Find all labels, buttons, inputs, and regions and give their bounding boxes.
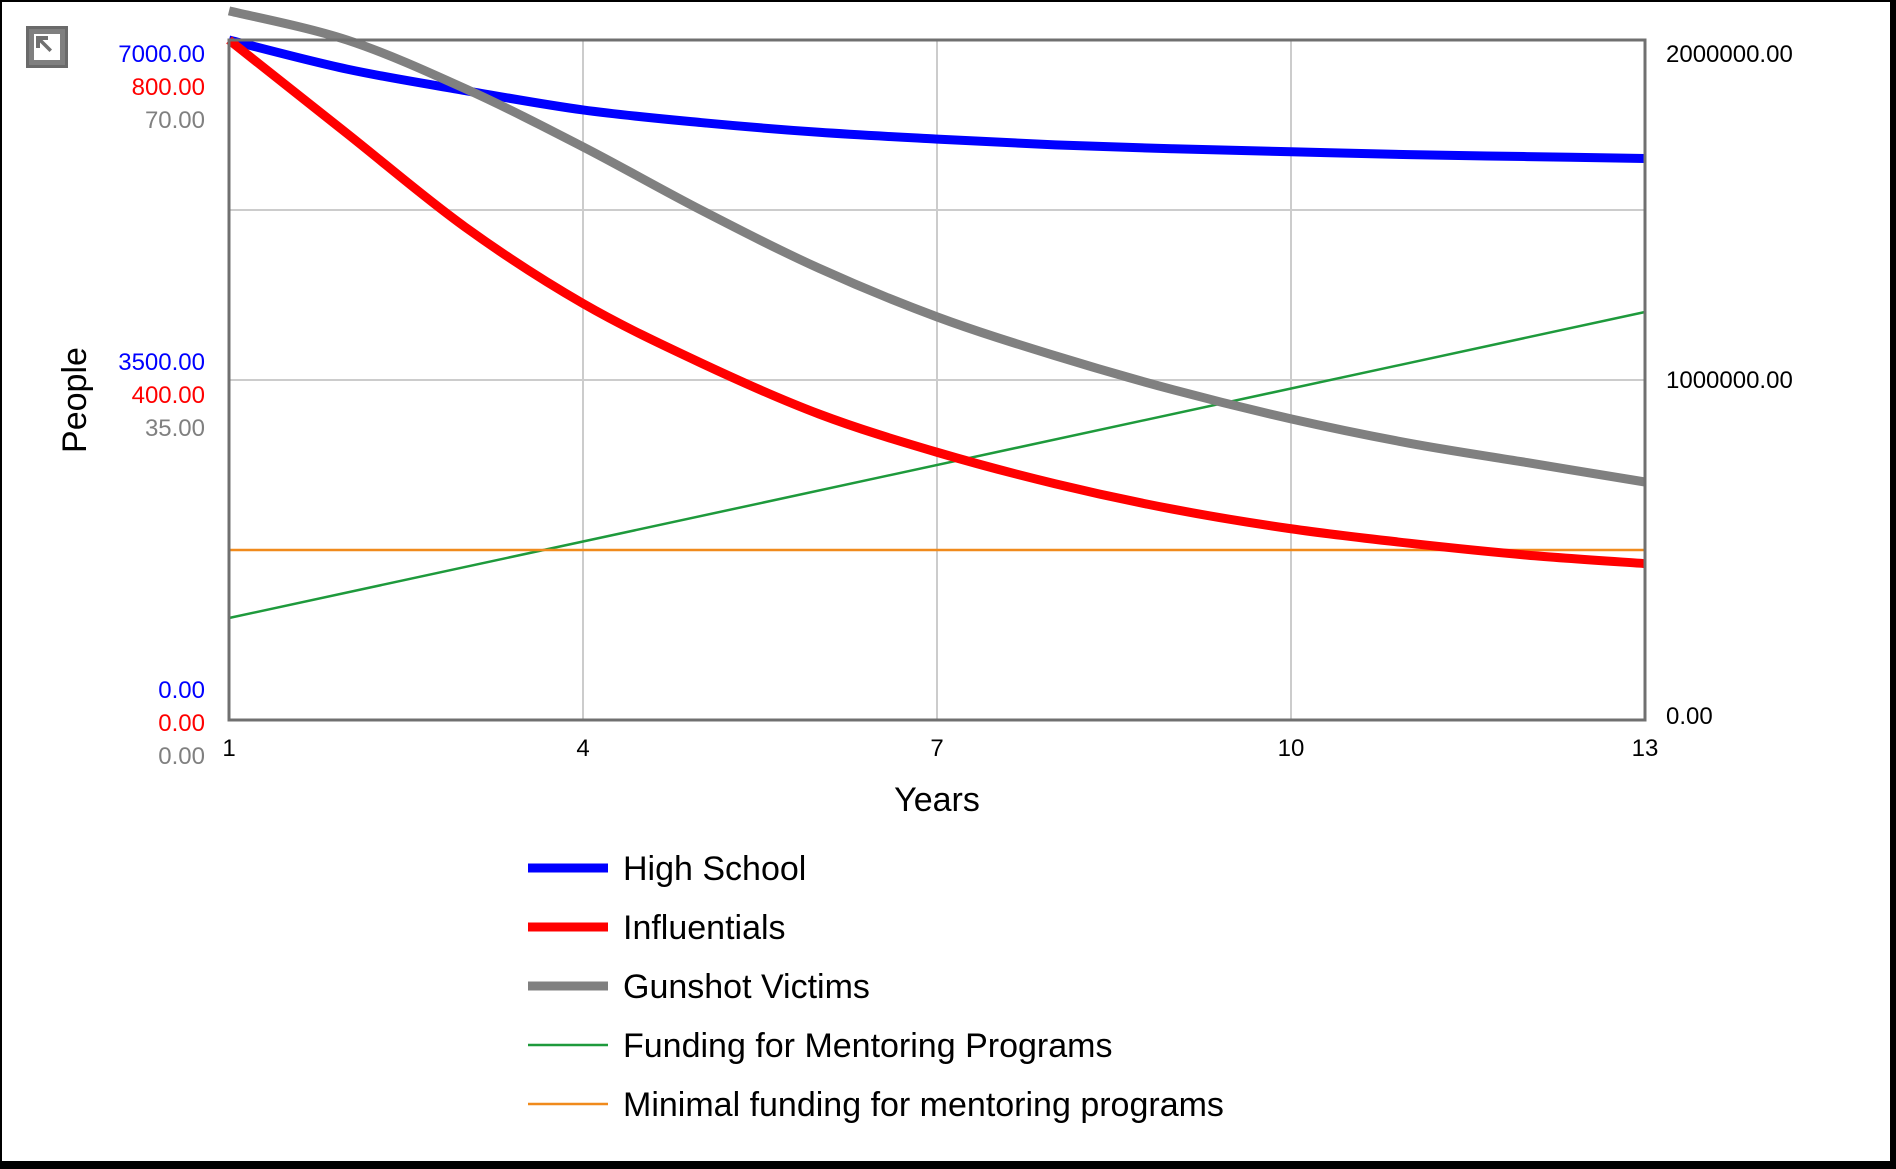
plot-area-border bbox=[227, 38, 1647, 722]
y-tick-label-left: 7000.00 bbox=[118, 41, 205, 68]
x-tick-label: 4 bbox=[576, 735, 589, 762]
x-tick-label: 7 bbox=[930, 735, 943, 762]
legend-label-gunshot-victims: Gunshot Victims bbox=[623, 968, 870, 1006]
series-line-gunshot-victims bbox=[227, 6, 1646, 487]
x-axis-title: Years bbox=[894, 781, 980, 819]
y-tick-label-left: 35.00 bbox=[145, 415, 205, 442]
y-axis-title: People bbox=[56, 347, 94, 453]
x-tick-label: 1 bbox=[222, 735, 235, 762]
legend-label-funding-for-mentoring-programs: Funding for Mentoring Programs bbox=[623, 1027, 1112, 1065]
legend-label-influentials: Influentials bbox=[623, 909, 786, 947]
y-tick-label-left: 400.00 bbox=[132, 382, 205, 409]
x-tick-label: 13 bbox=[1632, 735, 1659, 762]
y-tick-label-right: 0.00 bbox=[1666, 703, 1713, 730]
y-tick-label-left: 70.00 bbox=[145, 107, 205, 134]
y-tick-label-left: 800.00 bbox=[132, 74, 205, 101]
y-tick-label-left: 0.00 bbox=[158, 677, 205, 704]
y-tick-label-right: 1000000.00 bbox=[1666, 367, 1793, 394]
y-tick-label-left: 0.00 bbox=[158, 710, 205, 737]
series-line-funding-for-mentoring-programs bbox=[228, 310, 1646, 620]
series-line-influentials bbox=[226, 36, 1646, 569]
legend-label-minimal-funding-for-mentoring-programs: Minimal funding for mentoring programs bbox=[623, 1086, 1224, 1124]
legend-label-high-school: High School bbox=[623, 850, 806, 888]
y-tick-label-right: 2000000.00 bbox=[1666, 41, 1793, 68]
y-tick-label-left: 0.00 bbox=[158, 743, 205, 770]
expand-arrow-icon[interactable] bbox=[26, 26, 68, 68]
y-tick-label-left: 3500.00 bbox=[118, 349, 205, 376]
x-tick-label: 10 bbox=[1278, 735, 1305, 762]
